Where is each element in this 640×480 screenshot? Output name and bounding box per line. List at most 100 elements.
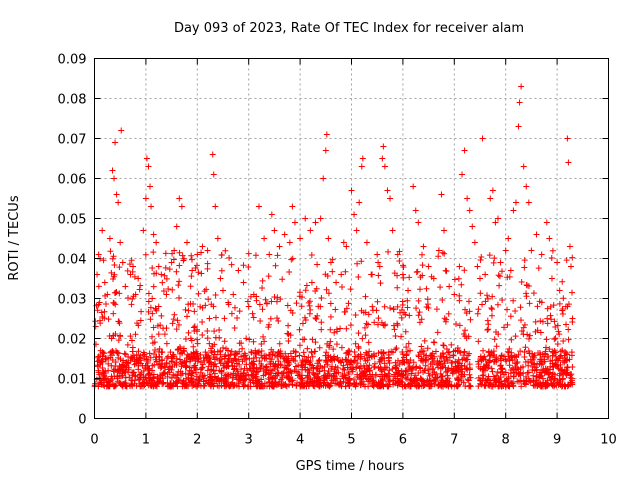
data-point (398, 306, 405, 313)
data-point (247, 383, 254, 390)
data-point (152, 306, 159, 313)
data-point (194, 251, 201, 258)
data-point (105, 360, 112, 367)
data-point (202, 302, 209, 309)
data-point (271, 227, 278, 234)
data-point (474, 310, 481, 317)
data-point (554, 377, 561, 384)
data-point (530, 290, 537, 297)
data-point (115, 337, 122, 344)
data-point (565, 336, 572, 343)
y-axis-title: ROTI / TECUs (7, 195, 22, 280)
data-point (149, 310, 156, 317)
data-point (132, 331, 139, 338)
data-point (191, 354, 198, 361)
data-point (98, 379, 105, 386)
data-point (223, 345, 230, 352)
data-point (193, 350, 200, 357)
data-point (508, 336, 515, 343)
data-point (204, 247, 211, 254)
data-point (151, 361, 158, 368)
y-tick-label: 0.09 (58, 53, 87, 68)
data-point (132, 291, 139, 298)
data-point (371, 319, 378, 326)
data-point (534, 327, 541, 334)
data-point (446, 354, 453, 361)
data-point (354, 360, 361, 367)
data-point (536, 298, 543, 305)
data-point (131, 354, 138, 361)
data-point (238, 340, 245, 347)
data-point (258, 340, 265, 347)
data-point (326, 342, 333, 349)
data-point (206, 379, 213, 386)
data-point (188, 256, 195, 263)
data-point (416, 286, 423, 293)
data-point (252, 375, 259, 382)
data-point (415, 312, 422, 319)
data-point (278, 382, 285, 389)
data-point (532, 364, 539, 371)
data-point (498, 357, 505, 364)
data-point (505, 349, 512, 356)
data-point (438, 354, 445, 361)
data-point (318, 319, 325, 326)
data-point (334, 364, 341, 371)
data-point (282, 350, 289, 357)
x-tick-label: 5 (347, 433, 355, 448)
data-point (229, 374, 236, 381)
data-point (352, 340, 359, 347)
data-point (302, 358, 309, 365)
data-point (517, 304, 524, 311)
data-point (261, 235, 268, 242)
data-point (110, 310, 117, 317)
data-point (520, 163, 527, 170)
data-point (210, 171, 217, 178)
data-point (190, 353, 197, 360)
data-point (302, 287, 309, 294)
data-point (161, 363, 168, 370)
data-point (314, 312, 321, 319)
data-point (205, 363, 212, 370)
data-point (305, 354, 312, 361)
data-point (343, 305, 350, 312)
data-point (362, 368, 369, 375)
data-point (185, 371, 192, 378)
data-point (248, 372, 255, 379)
data-point (396, 361, 403, 368)
data-point (543, 219, 550, 226)
data-point (202, 349, 209, 356)
data-point (109, 357, 116, 364)
data-point (208, 366, 215, 373)
data-point (320, 380, 327, 387)
data-point (463, 365, 470, 372)
data-point (517, 317, 524, 324)
data-point (140, 368, 147, 375)
data-point (566, 356, 573, 363)
data-point (261, 338, 268, 345)
data-point (480, 347, 487, 354)
data-point (132, 373, 139, 380)
data-point (508, 354, 515, 361)
data-point (116, 264, 123, 271)
data-point (485, 321, 492, 328)
data-point (331, 329, 338, 336)
data-point (504, 382, 511, 389)
data-point (384, 382, 391, 389)
data-point (550, 364, 557, 371)
data-point (403, 351, 410, 358)
data-point (231, 304, 238, 311)
data-point (136, 286, 143, 293)
data-point (271, 375, 278, 382)
data-point (439, 249, 446, 256)
data-point (250, 338, 257, 345)
data-point (199, 373, 206, 380)
data-point (108, 269, 115, 276)
data-point (346, 382, 353, 389)
data-point (543, 336, 550, 343)
data-point (563, 321, 570, 328)
data-point (506, 273, 513, 280)
data-point (464, 376, 471, 383)
data-point (537, 317, 544, 324)
